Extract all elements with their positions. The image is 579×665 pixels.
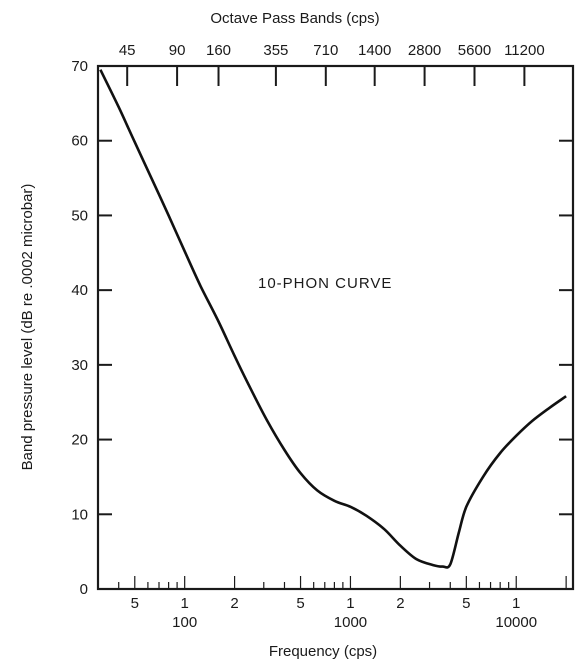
top-axis-label: 11200 — [504, 42, 545, 59]
x-minor-label: 5 — [131, 595, 139, 612]
top-axis-label: 1400 — [358, 42, 391, 59]
x-minor-label: 1 — [181, 595, 189, 612]
y-tick-label: 10 — [71, 506, 88, 523]
top-axis-label: 45 — [119, 42, 136, 59]
top-axis-title: Octave Pass Bands (cps) — [210, 10, 379, 27]
top-axis-label: 160 — [206, 42, 231, 59]
x-major-label: 100 — [172, 614, 197, 631]
x-minor-label: 1 — [512, 595, 520, 612]
x-major-label: 1000 — [334, 614, 367, 631]
x-axis-title: Frequency (cps) — [269, 643, 377, 660]
y-tick-label: 0 — [80, 581, 88, 598]
top-axis-label: 710 — [313, 42, 338, 59]
y-tick-label: 30 — [71, 357, 88, 374]
x-minor-label: 1 — [346, 595, 354, 612]
curve-annotation: 10-PHON CURVE — [258, 275, 392, 292]
y-tick-label: 40 — [71, 282, 88, 299]
plot-frame — [96, 64, 575, 591]
x-minor-label: 2 — [230, 595, 238, 612]
series-line-10-phon — [99, 69, 567, 569]
y-tick-label: 70 — [71, 58, 88, 75]
x-minor-label: 2 — [396, 595, 404, 612]
top-axis-label: 90 — [169, 42, 186, 59]
x-minor-label: 5 — [296, 595, 304, 612]
axis-ticks — [97, 66, 573, 589]
y-tick-label: 50 — [71, 207, 88, 224]
y-tick-label: 60 — [71, 133, 88, 150]
top-axis-label: 355 — [263, 42, 288, 59]
x-minor-label: 5 — [462, 595, 470, 612]
top-axis-label: 2800 — [408, 42, 441, 59]
y-axis-labels: 0 10 20 30 40 50 60 70 — [71, 58, 88, 598]
top-axis-label: 5600 — [458, 42, 491, 59]
x-major-label: 10000 — [495, 614, 537, 631]
y-axis-title: Band pressure level (dB re .0002 microba… — [19, 184, 36, 471]
top-axis-labels: 45 90 160 355 710 1400 2800 5600 11200 — [119, 42, 545, 59]
y-tick-label: 20 — [71, 432, 88, 449]
